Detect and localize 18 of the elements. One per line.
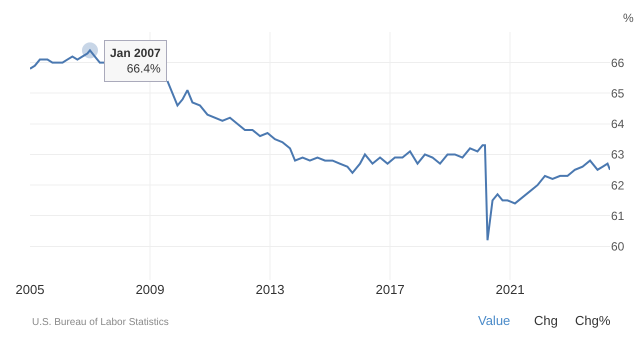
- y-tick-label: 65: [611, 86, 625, 100]
- text: Chg%: [575, 313, 611, 328]
- x-tick-label: 2017: [376, 282, 405, 297]
- y-tick-label: 64: [611, 117, 625, 132]
- x-tick-label: 2009: [136, 282, 164, 297]
- y-axis-title: %: [623, 11, 634, 25]
- text: Value: [478, 313, 510, 328]
- text: Chg: [534, 313, 558, 328]
- y-tick-label: 60: [611, 240, 625, 254]
- y-tick-label: 63: [611, 148, 625, 162]
- x-tick-label: 2013: [256, 282, 285, 297]
- y-tick-label: 66: [611, 56, 625, 70]
- y-tick-label: 61: [611, 208, 625, 223]
- x-tick-label: 2021: [496, 282, 525, 297]
- text: U.S. Bureau of Labor Statistics: [32, 317, 169, 328]
- x-tick-label: 2005: [16, 282, 44, 297]
- y-tick-label: 62: [611, 178, 625, 192]
- annotation: Jan 2007 66.4%: [110, 46, 162, 76]
